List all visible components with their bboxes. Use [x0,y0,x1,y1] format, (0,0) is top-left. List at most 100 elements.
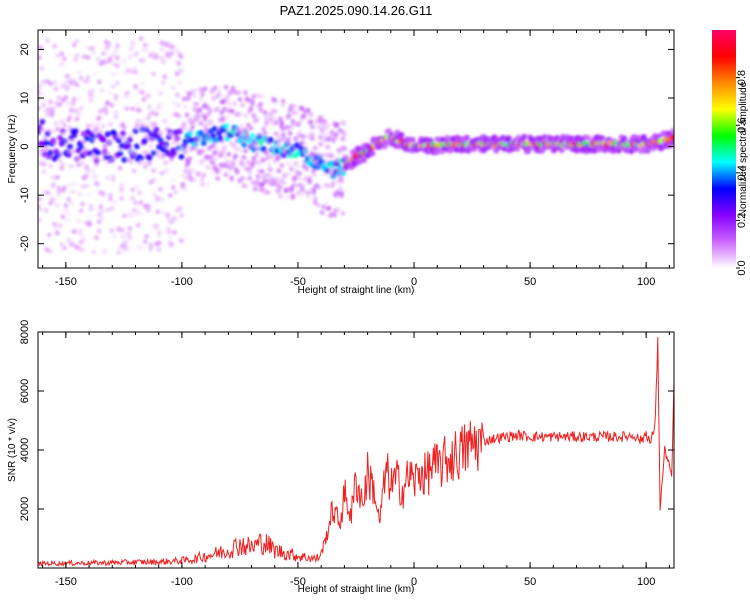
spectrogram-blob [167,192,173,198]
spectrogram-blob [75,96,81,102]
spectrogram-y-axis-title: Frequency (Hz) [7,115,18,184]
spectrogram-blob [60,162,66,168]
spectrogram-blob [336,207,342,213]
spectrogram-blob [300,183,306,189]
spectrogram-blob [294,160,300,166]
spectrogram-blob [268,167,274,173]
spectrogram-blob [131,168,137,174]
spectrogram-blob [85,123,91,129]
spectrogram-blob [67,143,74,150]
spectrogram-blob [71,181,77,187]
spectrogram-blob [98,204,104,210]
spectrogram-blob [120,135,126,141]
spectrogram-blob [113,109,119,115]
spectrogram-blob [222,147,228,153]
spectrogram-blob [238,124,244,130]
spectrogram-blob [73,57,79,63]
spectrogram-x-tick-label: 100 [637,276,655,288]
spectrogram-blob [257,139,264,146]
spectrogram-blob [197,129,204,136]
spectrogram-blob [275,175,281,181]
spectrogram-blob [171,230,177,236]
spectrogram-blob [259,93,265,99]
spectrogram-blob [41,169,47,175]
spectrogram-blob [185,95,191,101]
spectrogram-blob [89,45,95,51]
spectrogram-blob [114,55,120,61]
spectrogram-blob [341,146,347,152]
spectrogram-blob [39,118,46,125]
spectrogram-blob [98,108,104,114]
spectrogram-blob [302,146,308,152]
spectrogram-blob [96,228,102,234]
spectrogram-blob [245,97,251,103]
spectrogram-blob [315,202,321,208]
spectrogram-blob [38,106,41,112]
spectrogram-blob [169,219,175,225]
spectrogram-blob [52,140,58,146]
spectrogram-blob [155,224,161,230]
spectrogram-blob [158,131,164,137]
spectrogram-blob [113,93,119,99]
spectrogram-blob [134,185,140,191]
spectrogram-blob [93,235,99,241]
spectrogram-blob [159,46,165,52]
spectrogram-blob [116,59,122,65]
spectrogram-blob [226,101,232,107]
spectrogram-blob [74,116,80,122]
spectrogram-blob [325,144,331,150]
spectrogram-blob [57,101,63,107]
spectrogram-blob [444,134,451,141]
colorbar-tick-label: 0.2 [736,213,748,228]
spectrogram-blob [341,132,347,138]
spectrogram-blob [146,160,152,166]
spectrogram-blob [309,131,315,137]
spectrogram-blob [71,229,77,235]
spectrogram-blob [113,48,119,54]
spectrogram-blob [153,54,159,60]
snr-x-tick-label: 100 [637,576,655,588]
spectrogram-blob [92,136,98,142]
spectrogram-blob [54,202,60,208]
spectrogram-blob [64,73,70,79]
spectrogram-blob [265,189,271,195]
spectrogram-blob [173,189,179,195]
spectrogram-blob [340,136,346,142]
spectrogram-blob [104,131,111,138]
spectrogram-blob [176,113,182,119]
spectrogram-blob [42,135,48,141]
spectrogram-blob [99,87,105,93]
spectrogram-blob [80,247,86,253]
spectrogram-blob [670,134,674,141]
spectrogram-blob [114,43,120,49]
colorbar-tick-label: 0.4 [736,165,748,180]
spectrogram-blob [93,161,99,167]
spectrogram-blob [240,175,246,181]
spectrogram-blob [252,186,258,192]
spectrogram-blob [276,188,282,194]
spectrogram-blob [153,126,160,133]
spectrogram-blob [63,95,69,101]
spectrogram-blob [91,49,97,55]
spectrogram-blob [131,212,137,218]
spectrogram-blob [61,123,67,129]
spectrogram-blob [142,164,148,170]
spectrogram-blob [227,168,233,174]
spectrogram-blob [95,122,101,128]
colorbar-ticks: 0.0 0.2 0.4 0.6 0.8 [736,70,748,276]
spectrogram-blob [323,201,329,207]
spectrogram-blob [52,79,58,85]
spectrogram-blob [398,131,405,138]
spectrogram-blob [208,120,214,126]
spectrogram-blob [333,132,339,138]
spectrogram-blob [162,58,168,64]
spectrogram-blob [109,206,115,212]
spectrogram-blob [59,119,65,125]
spectrogram-blob [43,207,49,213]
snr-x-tick-label: -150 [55,576,77,588]
colorbar: 0.0 0.2 0.4 0.6 0.8 Normalized spectral ampl… [712,30,749,276]
spectrogram-blob [38,196,42,202]
spectrogram-blob [135,222,141,228]
spectrogram-x-tick-label: -100 [171,276,193,288]
spectrogram-blob [252,159,258,165]
